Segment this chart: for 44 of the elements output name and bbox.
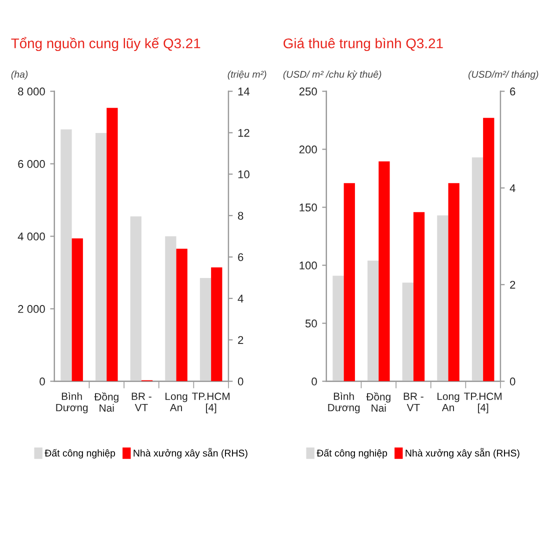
y-tick-label: 50 <box>305 320 317 328</box>
y2-tick-label: 4 <box>510 184 516 192</box>
legend-label: Đất công nghiệp <box>316 448 388 458</box>
x-tick-label: Bình Dương <box>56 392 88 414</box>
bar <box>130 216 142 382</box>
y-tick-label: 4 000 <box>18 232 45 240</box>
y-tick-label: 6 000 <box>18 160 45 168</box>
y-tick-label: 100 <box>300 262 317 270</box>
x-tick-label: Bình Dương <box>328 392 360 414</box>
x-tick-label: Long An <box>166 392 188 412</box>
x-tick-label: Đồng Nai <box>366 392 390 412</box>
x-tick-label: Long An <box>438 392 460 412</box>
x-tick-label: BR - VT <box>132 392 152 412</box>
x-tick-label: TP.HCM [4] <box>464 392 502 414</box>
y2-tick-label: 0 <box>238 378 244 386</box>
legend-label: Đất công nghiệp <box>44 448 116 458</box>
x-tick-label: Đồng Nai <box>94 392 118 412</box>
x-tick-label: BR - VT <box>404 392 424 412</box>
legend-label: Nhà xưởng xây sẵn (RHS) <box>134 448 248 458</box>
y2-tick-label: 12 <box>238 128 250 137</box>
chart-title: Giá thuê trung bình Q3.21 <box>284 38 443 52</box>
y-tick-label: 150 <box>300 204 317 212</box>
y-axis-title: (USD/ m² /chu kỳ thuê) <box>283 70 382 80</box>
y-tick-label: 2 000 <box>18 305 45 313</box>
y-axis-title: (ha) <box>11 70 28 80</box>
y-tick-label: 250 <box>299 88 317 96</box>
y-tick-label: 0 <box>312 378 317 386</box>
y2-tick-label: 2 <box>510 280 516 289</box>
y2-axis-title: (triệu m²) <box>228 70 266 80</box>
y2-tick-label: 10 <box>238 170 250 178</box>
y2-tick-label: 4 <box>238 294 244 302</box>
y2-tick-label: 6 <box>510 88 516 96</box>
y2-tick-label: 14 <box>238 88 250 96</box>
y-tick-label: 200 <box>299 146 317 154</box>
y2-tick-label: 0 <box>510 378 516 386</box>
chart-title: Tổng nguồn cung lũy kế Q3.21 <box>11 36 200 52</box>
y2-tick-label: 2 <box>238 336 244 344</box>
y2-axis-title: (USD/m²/ tháng) <box>468 70 538 80</box>
y-tick-label: 0 <box>40 378 45 386</box>
y-tick-label: 8 000 <box>18 88 45 96</box>
y2-tick-label: 8 <box>238 212 244 220</box>
legend-label: Nhà xưởng xây sẵn (RHS) <box>406 448 520 458</box>
x-tick-label: TP.HCM [4] <box>192 392 230 414</box>
y2-tick-label: 6 <box>238 253 244 262</box>
